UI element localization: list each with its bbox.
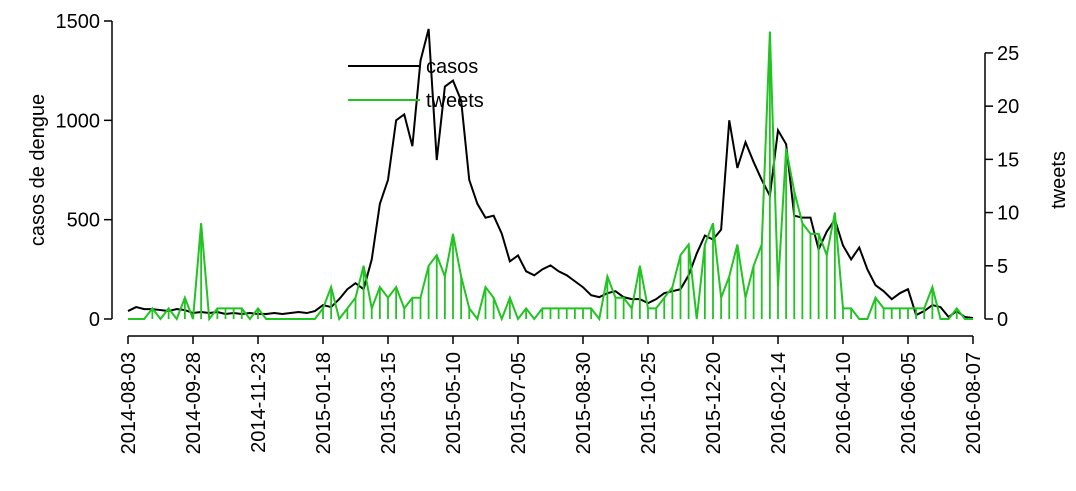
y-axis-label: casos de dengue (27, 94, 49, 246)
y2-tick-label: 5 (997, 256, 1008, 278)
x-tick-label: 2014-09-28 (183, 352, 205, 454)
y-tick-label: 1000 (56, 110, 101, 132)
x-tick-label: 2016-08-07 (963, 352, 985, 454)
x-tick-label: 2015-05-10 (443, 352, 465, 454)
y2-axis-label: tweets (1048, 151, 1070, 209)
x-tick-label: 2016-06-05 (898, 352, 920, 454)
x-tick-label: 2015-12-20 (703, 352, 725, 454)
y2-tick-label: 25 (997, 43, 1019, 65)
series-line (128, 31, 973, 322)
series-line (127, 28, 974, 320)
x-tick-label: 2015-10-25 (638, 352, 660, 454)
y-tick-label: 1500 (56, 11, 101, 33)
legend-label: casos (426, 56, 478, 78)
y2-tick-label: 20 (997, 96, 1019, 118)
y-tick-label: 500 (67, 210, 100, 232)
x-tick-label: 2014-11-23 (248, 352, 270, 453)
x-tick-label: 2015-03-15 (378, 352, 400, 454)
legend-label: tweets (426, 90, 484, 112)
y2-tick-label: 0 (997, 309, 1008, 331)
y2-tick-label: 15 (997, 149, 1019, 171)
x-tick-label: 2015-08-30 (573, 352, 595, 454)
x-tick-label: 2015-01-18 (313, 352, 335, 454)
x-tick-label: 2015-07-05 (508, 352, 530, 454)
x-tick-label: 2016-04-10 (833, 352, 855, 454)
y-tick-label: 0 (89, 309, 100, 331)
x-tick-label: 2016-02-14 (768, 352, 790, 454)
x-tick-label: 2014-08-03 (118, 352, 140, 454)
y2-tick-label: 10 (997, 203, 1019, 225)
